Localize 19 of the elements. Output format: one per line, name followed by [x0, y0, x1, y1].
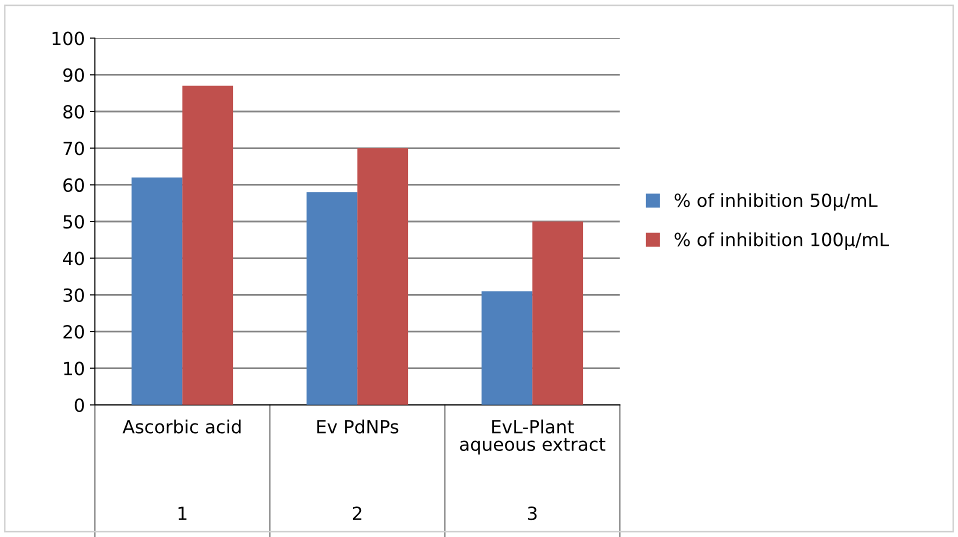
y-tick-label: 20	[63, 325, 84, 339]
legend-label: % of inhibition 50μ/mL	[674, 193, 878, 211]
y-tick-label: 10	[64, 362, 84, 376]
x-tick-label: Ev PdNPs	[317, 420, 398, 434]
x-tick-label: Ascorbic acid	[122, 420, 241, 434]
y-tick-label: 100	[52, 32, 84, 46]
text: 3	[528, 506, 537, 520]
y-tick-label: 40	[63, 252, 84, 266]
y-tick-label: 30	[64, 288, 84, 302]
y-tick-label: 0	[74, 398, 84, 412]
y-tick-label: 80	[63, 104, 84, 119]
y-tick-label: 50	[64, 214, 84, 229]
legend-label: % of inhibition 100μ/mL	[674, 232, 890, 250]
y-tick-label: 90	[63, 68, 84, 82]
text: 1	[178, 506, 186, 520]
y-tick-label: 70	[64, 142, 84, 156]
x-tick-label: EvL-Plant aqueous extract	[460, 420, 606, 455]
text: 2	[352, 506, 362, 520]
y-tick-label: 60	[63, 178, 84, 192]
